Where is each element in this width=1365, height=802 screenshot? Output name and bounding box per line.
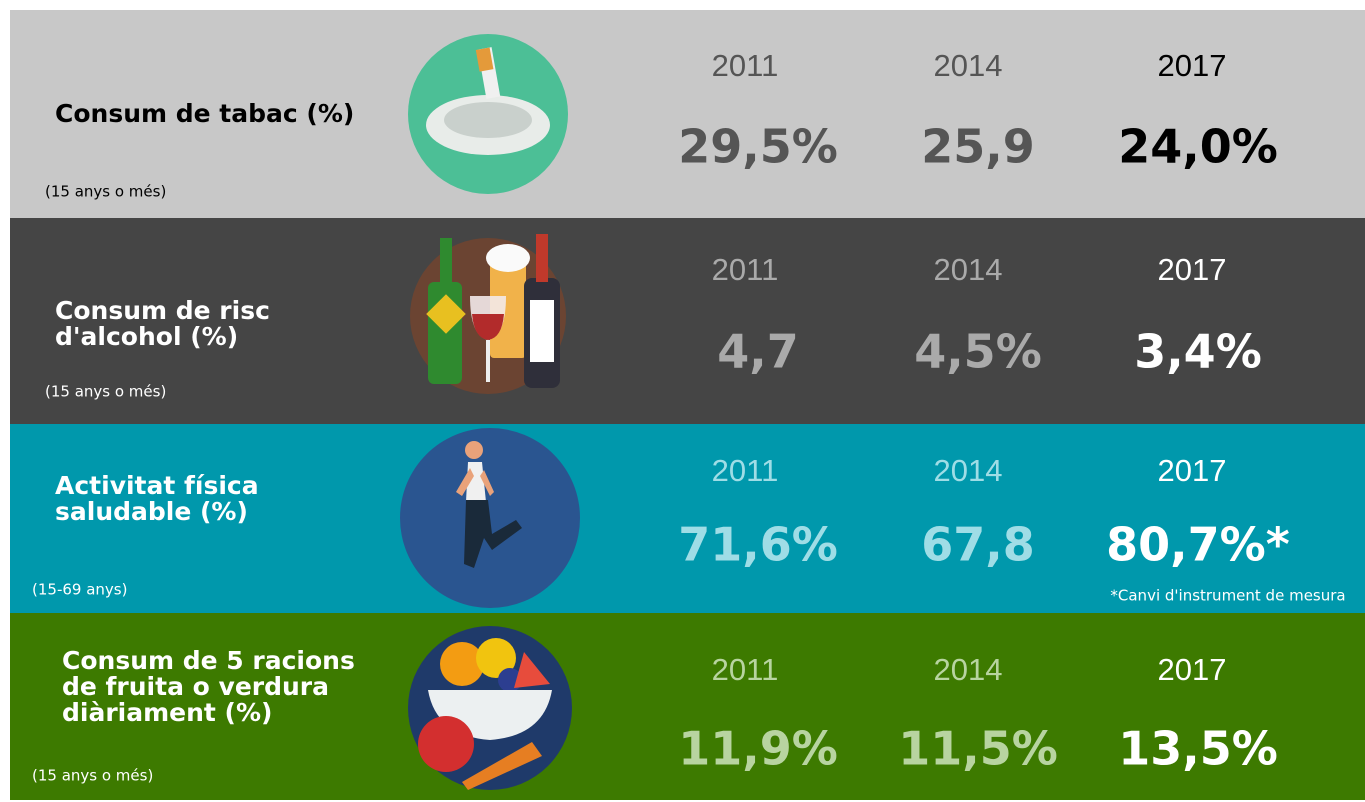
value-label: 4,7	[717, 325, 799, 379]
year-label: 2011	[712, 652, 779, 687]
row-background	[10, 424, 1365, 613]
icon-fruit-bowl	[408, 626, 572, 790]
value-label: 11,9%	[678, 722, 838, 776]
content: Consum de tabac (%) (15 anys o més) 2011 20…	[32, 48, 1346, 784]
row-note: (15 anys o més)	[45, 383, 166, 401]
value-label: 71,6%	[678, 518, 838, 572]
row-title: d'alcohol (%)	[55, 322, 238, 351]
year-label: 2017	[1158, 252, 1227, 287]
row-title: Consum de risc	[55, 296, 270, 325]
row-title: Consum de 5 racions	[62, 646, 355, 675]
row-note: (15-69 anys)	[32, 581, 127, 599]
value-label: 29,5%	[678, 120, 838, 174]
year-label: 2014	[934, 252, 1003, 287]
row-title: Activitat física	[55, 471, 259, 500]
value-label: 11,5%	[898, 722, 1058, 776]
row-note: (15 anys o més)	[45, 183, 166, 201]
year-label: 2011	[712, 252, 779, 287]
row-background	[10, 10, 1365, 218]
value-label: 13,5%	[1118, 722, 1278, 776]
value-label: 67,8	[921, 518, 1035, 572]
year-label: 2014	[934, 453, 1003, 488]
row-background	[10, 613, 1365, 800]
year-label: 2014	[934, 48, 1003, 83]
value-label: 4,5%	[914, 325, 1042, 379]
year-label: 2011	[712, 453, 779, 488]
value-label: 80,7%*	[1106, 518, 1290, 572]
value-label: 24,0%	[1118, 120, 1278, 174]
value-label: 25,9	[921, 120, 1035, 174]
year-label: 2014	[934, 652, 1003, 687]
icon-ashtray	[408, 34, 568, 194]
year-label: 2017	[1158, 453, 1227, 488]
year-label: 2017	[1158, 652, 1227, 687]
footnote: *Canvi d'instrument de mesura	[1110, 587, 1345, 605]
row-title: saludable (%)	[55, 497, 248, 526]
value-label: 3,4%	[1134, 325, 1262, 379]
row-note: (15 anys o més)	[32, 767, 153, 785]
row-title: Consum de tabac (%)	[55, 99, 354, 128]
year-label: 2017	[1158, 48, 1227, 83]
row-title: de fruita o verdura	[62, 672, 329, 701]
backgrounds	[10, 10, 1365, 800]
year-label: 2011	[712, 48, 779, 83]
icon-alcohol	[410, 234, 566, 394]
row-title: diàriament (%)	[62, 698, 272, 727]
icon-runner	[400, 428, 580, 608]
row-background	[10, 218, 1365, 424]
